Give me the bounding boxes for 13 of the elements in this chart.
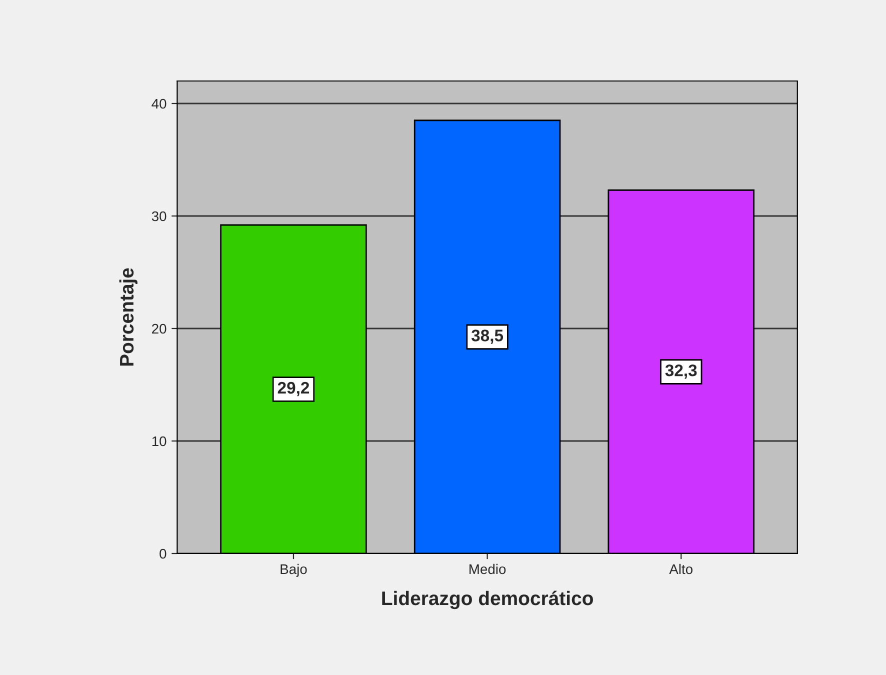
x-tick-label: Bajo	[280, 564, 307, 577]
x-axis-title: Liderazgo democrático	[382, 590, 593, 610]
data-label: 38,5	[471, 330, 504, 344]
data-label: 29,2	[278, 382, 310, 396]
x-tick-label: Alto	[669, 564, 692, 574]
y-tick-label: 20	[152, 324, 166, 334]
y-tick-label: 30	[152, 211, 166, 222]
y-axis-title: Porcentaje	[119, 268, 138, 366]
y-tick-label: 10	[152, 436, 166, 446]
x-tick-label: Medio	[470, 564, 506, 574]
y-tick-label: 0	[160, 548, 166, 559]
y-tick-label: 40	[152, 98, 166, 109]
data-label: 32,3	[665, 364, 697, 379]
